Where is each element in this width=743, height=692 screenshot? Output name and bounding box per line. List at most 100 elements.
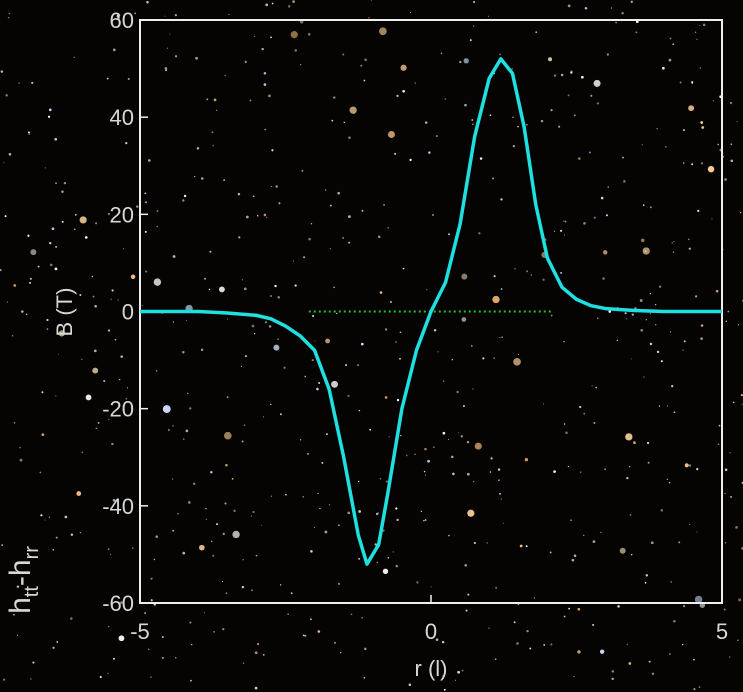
star xyxy=(227,396,229,398)
star xyxy=(191,644,193,646)
star xyxy=(167,48,168,49)
star xyxy=(659,405,660,406)
star xyxy=(386,481,388,483)
star xyxy=(488,627,489,628)
star xyxy=(162,636,164,638)
star xyxy=(641,239,644,242)
star xyxy=(673,620,675,622)
star xyxy=(699,686,701,688)
star xyxy=(606,214,608,216)
star xyxy=(12,335,14,337)
star xyxy=(209,251,211,253)
star xyxy=(718,444,720,446)
star xyxy=(9,153,12,156)
star xyxy=(54,138,57,141)
star xyxy=(525,458,528,461)
star xyxy=(254,36,255,37)
star xyxy=(190,680,192,682)
star xyxy=(669,653,671,655)
star xyxy=(358,481,359,482)
star xyxy=(700,121,703,124)
star xyxy=(224,432,232,440)
star xyxy=(640,299,643,302)
star xyxy=(643,204,645,206)
star xyxy=(493,357,495,359)
star xyxy=(369,429,371,431)
star xyxy=(589,152,591,154)
star xyxy=(303,256,305,258)
star xyxy=(310,550,313,553)
star xyxy=(331,381,338,388)
star xyxy=(548,57,552,61)
star xyxy=(222,581,223,582)
star xyxy=(165,67,168,70)
star xyxy=(30,278,32,280)
star xyxy=(271,149,273,151)
star xyxy=(199,545,205,551)
star xyxy=(257,215,259,217)
star xyxy=(670,581,672,583)
star xyxy=(213,145,214,146)
star xyxy=(689,248,691,250)
star xyxy=(9,13,10,14)
star xyxy=(526,124,528,126)
star xyxy=(622,157,624,159)
star xyxy=(730,159,733,162)
star xyxy=(451,456,454,459)
star xyxy=(145,231,147,233)
star xyxy=(592,385,593,386)
star xyxy=(651,541,654,544)
star xyxy=(577,608,580,611)
star xyxy=(377,562,378,563)
subscript: tt xyxy=(21,586,43,598)
star xyxy=(71,534,73,536)
star xyxy=(396,565,398,567)
star xyxy=(380,291,383,294)
star xyxy=(513,145,515,147)
star xyxy=(108,329,110,331)
star xyxy=(701,324,703,326)
star xyxy=(642,144,643,145)
star xyxy=(108,548,110,550)
star xyxy=(655,304,656,305)
star xyxy=(175,14,177,16)
star xyxy=(558,126,560,128)
star xyxy=(442,641,444,643)
star xyxy=(656,128,657,129)
star xyxy=(108,626,109,627)
star xyxy=(472,388,473,389)
star xyxy=(1,70,3,72)
star xyxy=(265,4,268,7)
star xyxy=(597,317,599,319)
star xyxy=(182,351,184,353)
star xyxy=(154,559,156,561)
star xyxy=(512,117,514,119)
star xyxy=(600,532,601,533)
star xyxy=(103,380,105,382)
star xyxy=(314,527,315,528)
star xyxy=(45,167,46,168)
star xyxy=(725,542,726,543)
star xyxy=(716,290,719,293)
star xyxy=(482,357,484,359)
star xyxy=(270,404,271,405)
star xyxy=(691,163,693,165)
star xyxy=(41,391,43,393)
star xyxy=(529,648,531,650)
star xyxy=(389,436,390,437)
star xyxy=(46,319,48,321)
star xyxy=(672,242,673,243)
star xyxy=(251,515,252,516)
star xyxy=(683,162,685,164)
star xyxy=(581,76,584,79)
star xyxy=(455,680,456,681)
star xyxy=(361,210,363,212)
star xyxy=(494,275,496,277)
star xyxy=(630,514,632,516)
star xyxy=(225,75,226,76)
star xyxy=(699,25,700,26)
star xyxy=(154,278,161,285)
star xyxy=(719,425,721,427)
star xyxy=(526,545,528,547)
star xyxy=(673,251,674,252)
